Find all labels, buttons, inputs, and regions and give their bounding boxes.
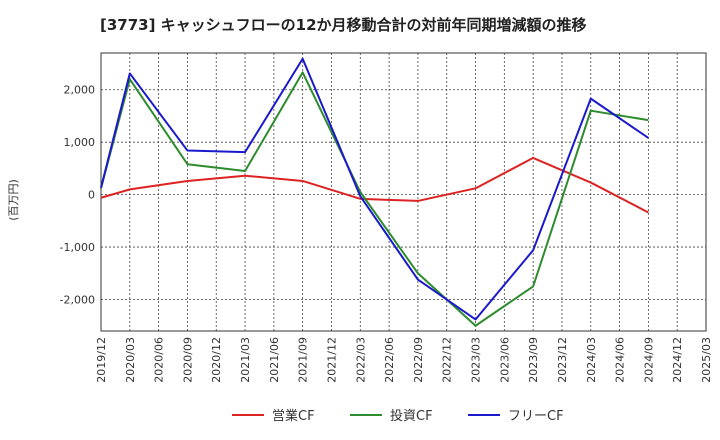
y-axis-label: (百万円) (7, 179, 20, 221)
legend-label-3: フリーCF (508, 409, 564, 424)
chart-title: [3773] キャッシュフローの12か月移動合計の対前年同期増減額の推移 (100, 16, 587, 34)
x-tick-label: 2023/03 (470, 337, 483, 383)
x-tick-label: 2022/06 (383, 337, 396, 383)
series-line-1 (100, 156, 649, 214)
y-tick-label: -2,000 (60, 294, 95, 307)
x-tick-label: 2020/09 (181, 337, 194, 383)
x-tick-label: 2021/03 (239, 337, 252, 383)
x-tick-label: 2023/09 (527, 337, 540, 383)
x-tick-label: 2019/12 (95, 337, 108, 383)
series-line-2 (100, 71, 649, 327)
x-tick-label: 2024/09 (642, 337, 655, 383)
series-line-3 (100, 57, 649, 321)
x-tick-label: 2020/12 (210, 337, 223, 383)
x-tick-label: 2024/12 (671, 337, 684, 383)
x-tick-label: 2024/06 (614, 337, 627, 383)
x-tick-label: 2020/06 (153, 337, 166, 383)
plot-frame (100, 52, 707, 332)
x-tick-label: 2023/12 (556, 337, 569, 383)
x-tick-label: 2023/06 (498, 337, 511, 383)
y-tick-label: 1,000 (64, 136, 96, 149)
x-tick-label: 2020/03 (124, 337, 137, 383)
y-tick-label: 2,000 (64, 84, 96, 97)
legend-label-1: 営業CF (272, 408, 315, 424)
x-tick-label: 2022/12 (441, 337, 454, 383)
x-tick-label: 2021/06 (268, 337, 281, 383)
y-tick-label: 0 (88, 189, 95, 202)
y-tick-label: -1,000 (60, 241, 95, 254)
x-tick-label: 2024/03 (585, 337, 598, 383)
x-tick-label: 2022/03 (354, 337, 367, 383)
x-tick-label: 2021/12 (325, 337, 338, 383)
x-tick-label: 2022/09 (412, 337, 425, 383)
legend-label-2: 投資CF (390, 408, 433, 424)
plot-area (101, 53, 706, 331)
x-tick-label: 2025/03 (700, 337, 713, 383)
x-tick-label: 2021/09 (297, 337, 310, 383)
